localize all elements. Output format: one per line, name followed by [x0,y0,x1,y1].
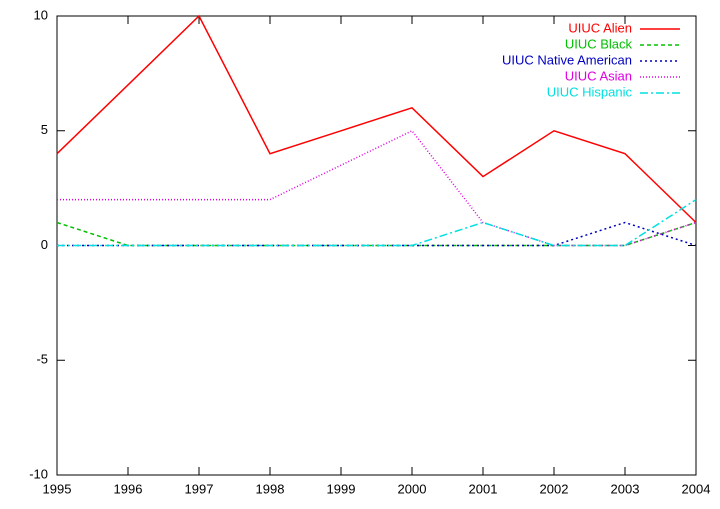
series-line [57,221,697,247]
series-line [56,221,697,247]
series-line [57,129,697,247]
y-tick-label: 0 [41,237,48,252]
x-tick-label: 2003 [611,481,640,496]
x-tick-label: 2004 [682,481,711,496]
series-line [56,14,697,224]
x-tick-label: 2000 [398,481,427,496]
x-tick-label: 1996 [114,481,143,496]
y-tick-label: -5 [36,352,48,367]
legend-label: UIUC Alien [568,20,632,35]
x-tick-label: 1998 [256,481,285,496]
y-tick-label: -10 [29,466,48,481]
x-tick-label: 1997 [185,481,214,496]
y-tick-label: 5 [41,122,48,137]
x-tick-label: 1995 [43,481,72,496]
series-line [57,198,697,247]
legend-label: UIUC Black [565,36,633,51]
legend-label: UIUC Hispanic [547,84,633,99]
x-tick-label: 1999 [327,481,356,496]
legend-label: UIUC Native American [502,52,632,67]
x-tick-label: 2002 [540,481,569,496]
y-tick-label: 10 [34,7,48,22]
legend-label: UIUC Asian [565,68,632,83]
x-tick-label: 2001 [469,481,498,496]
